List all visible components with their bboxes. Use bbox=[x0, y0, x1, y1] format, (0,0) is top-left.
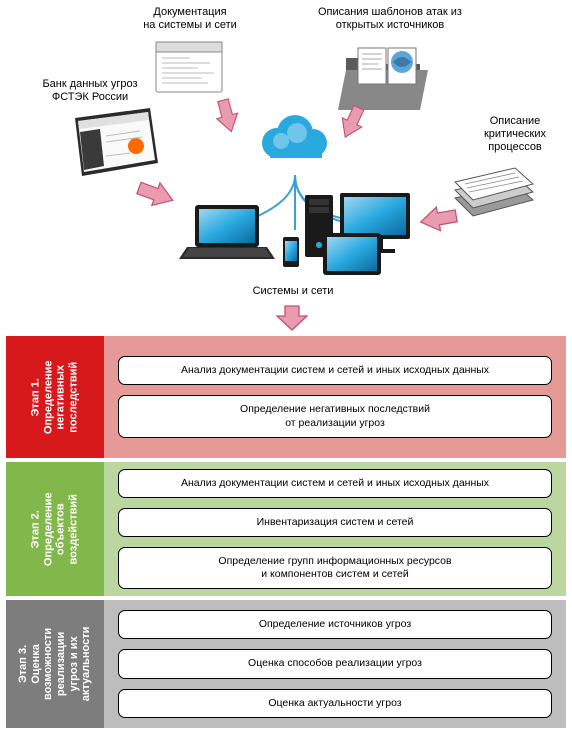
task-box: Анализ документации систем и сетей и ины… bbox=[118, 469, 552, 498]
paper-stack-icon bbox=[445, 160, 545, 235]
stage-2-body: Анализ документации систем и сетей и ины… bbox=[104, 462, 566, 596]
stage-1: Этап 1.Определениенегативныхпоследствий … bbox=[6, 336, 566, 458]
arrow-icon bbox=[206, 95, 244, 137]
stage-2-header: Этап 2.Определениеобъектоввоздействий bbox=[6, 462, 104, 596]
top-diagram: Документацияна системы и сети Банк данны… bbox=[0, 0, 572, 332]
stage-3-header: Этап 3.Оценкавозможностиреализацииугроз … bbox=[6, 600, 104, 728]
task-box: Определение групп информационных ресурсо… bbox=[118, 547, 552, 589]
stage-2: Этап 2.Определениеобъектоввоздействий Ан… bbox=[6, 462, 566, 596]
task-box: Анализ документации систем и сетей и ины… bbox=[118, 356, 552, 385]
task-box: Определение негативных последствийот реа… bbox=[118, 395, 552, 437]
arrow-icon bbox=[415, 197, 460, 236]
arrow-down-icon bbox=[275, 304, 309, 337]
task-box: Оценка актуальности угроз bbox=[118, 689, 552, 718]
task-box: Определение источников угроз bbox=[118, 610, 552, 639]
stage-3: Этап 3.Оценкавозможностиреализацииугроз … bbox=[6, 600, 566, 728]
devices-cluster bbox=[175, 175, 415, 285]
stage-2-title: Этап 2.Определениеобъектоввоздействий bbox=[30, 484, 81, 574]
stage-1-body: Анализ документации систем и сетей и ины… bbox=[104, 336, 566, 458]
stage-1-header: Этап 1.Определениенегативныхпоследствий bbox=[6, 336, 104, 458]
source-attack-label: Описания шаблонов атак изоткрытых источн… bbox=[300, 6, 480, 32]
stage-3-body: Определение источников угроз Оценка спос… bbox=[104, 600, 566, 728]
task-box: Инвентаризация систем и сетей bbox=[118, 508, 552, 537]
source-bank-label: Банк данных угрозФСТЭК России bbox=[30, 78, 150, 104]
systems-label: Системы и сети bbox=[238, 285, 348, 297]
cloud-icon bbox=[255, 113, 335, 168]
stage-1-title: Этап 1.Определениенегативныхпоследствий bbox=[30, 352, 81, 442]
task-box: Оценка способов реализации угроз bbox=[118, 649, 552, 678]
source-docs-label: Документацияна системы и сети bbox=[120, 6, 260, 32]
source-crit-label: Описаниекритическихпроцессов bbox=[470, 115, 560, 155]
browser-window-icon bbox=[70, 108, 160, 183]
stage-3-title: Этап 3.Оценкавозможностиреализацииугроз … bbox=[17, 619, 93, 709]
document-window-icon bbox=[150, 38, 228, 105]
